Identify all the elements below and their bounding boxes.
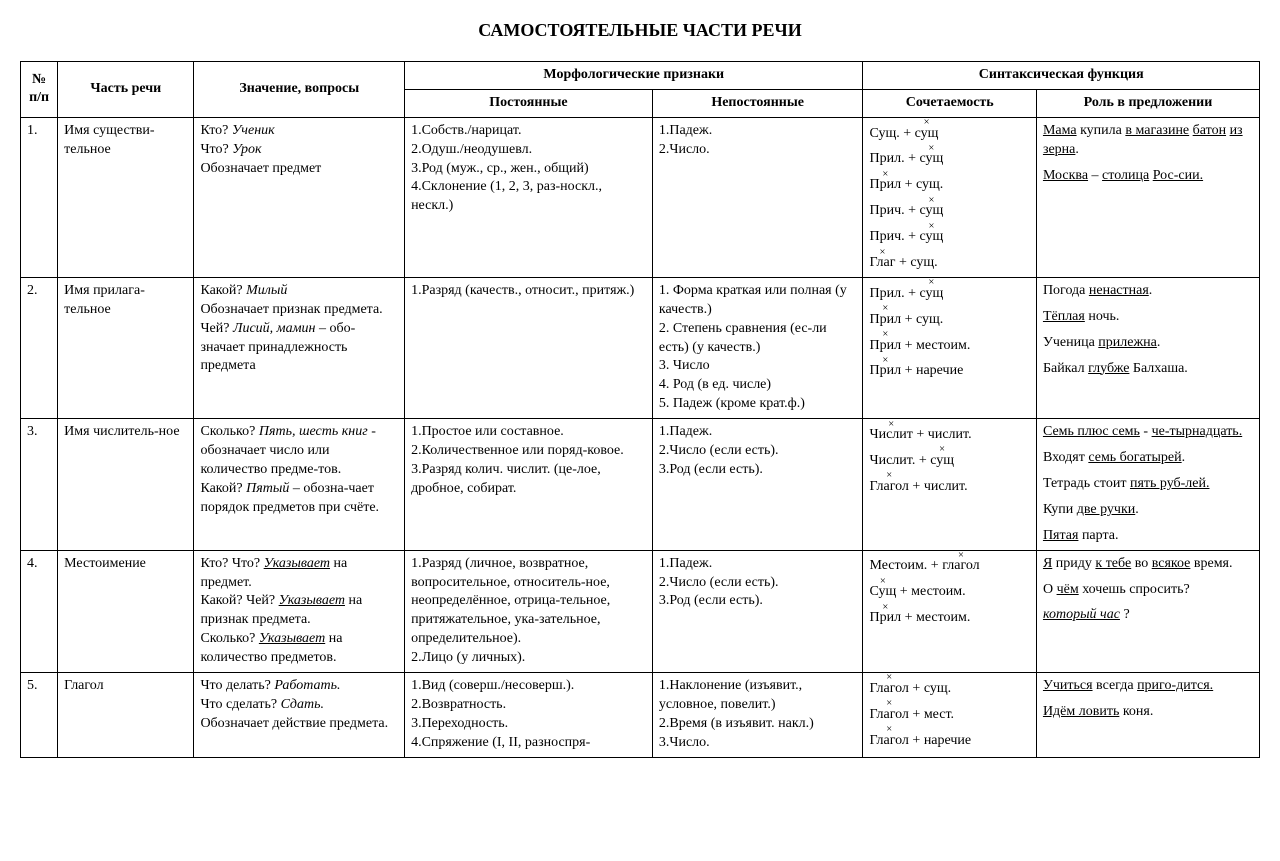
cell-variable: 1.Падеж.2.Число.: [652, 117, 863, 277]
header-part: Часть речи: [58, 62, 194, 118]
header-meaning: Значение, вопросы: [194, 62, 405, 118]
cell-permanent: 1.Простое или составное.2.Количественное…: [405, 419, 653, 550]
page-title: САМОСТОЯТЕЛЬНЫЕ ЧАСТИ РЕЧИ: [20, 20, 1260, 41]
cell-meaning: Сколько? Пять, шесть книг - обозначает ч…: [194, 419, 405, 550]
cell-variable: 1.Падеж.2.Число (если есть).3.Род (если …: [652, 419, 863, 550]
cell-role: Семь плюс семь - че-тырнадцать.Входят се…: [1036, 419, 1259, 550]
cell-role: Учиться всегда приго-дится.Идём ловить к…: [1036, 672, 1259, 757]
cell-part: Местоимение: [58, 550, 194, 672]
cell-num: 1.: [21, 117, 58, 277]
table-row: 2.Имя прилага-тельноеКакой? МилыйОбознач…: [21, 277, 1260, 418]
cell-part: Имя прилага-тельное: [58, 277, 194, 418]
cell-combinability: Глагол + сущ.Глагол + мест.Глагол + наре…: [863, 672, 1036, 757]
table-row: 5.ГлаголЧто делать? Работать.Что сделать…: [21, 672, 1260, 757]
cell-num: 2.: [21, 277, 58, 418]
table-row: 1.Имя существи-тельноеКто? УченикЧто? Ур…: [21, 117, 1260, 277]
cell-combinability: Прил. + сущПрил + сущ.Прил + местоим.При…: [863, 277, 1036, 418]
cell-part: Имя числитель-ное: [58, 419, 194, 550]
cell-meaning: Какой? МилыйОбозначает признак предмета.…: [194, 277, 405, 418]
cell-permanent: 1.Вид (соверш./несоверш.).2.Возвратность…: [405, 672, 653, 757]
cell-variable: 1. Форма краткая или полная (у качеств.)…: [652, 277, 863, 418]
table-row: 4.МестоимениеКто? Что? Указывает на пред…: [21, 550, 1260, 672]
header-role: Роль в предложении: [1036, 89, 1259, 117]
header-var: Непостоянные: [652, 89, 863, 117]
cell-meaning: Что делать? Работать.Что сделать? Сдать.…: [194, 672, 405, 757]
header-perm: Постоянные: [405, 89, 653, 117]
cell-part: Имя существи-тельное: [58, 117, 194, 277]
cell-permanent: 1.Собств./нарицат.2.Одуш./неодушевл.3.Ро…: [405, 117, 653, 277]
cell-combinability: Числит + числит.Числит. + сущГлагол + чи…: [863, 419, 1036, 550]
cell-combinability: Сущ. + сущПрил. + сущПрил + сущ.Прич. + …: [863, 117, 1036, 277]
header-num: № п/п: [21, 62, 58, 118]
cell-part: Глагол: [58, 672, 194, 757]
header-synt: Синтаксическая функция: [863, 62, 1260, 90]
cell-role: Я приду к тебе во всякое время.О чём хоч…: [1036, 550, 1259, 672]
header-comb: Сочетаемость: [863, 89, 1036, 117]
cell-combinability: Местоим. + глаголСущ + местоим.Прил + ме…: [863, 550, 1036, 672]
cell-meaning: Кто? УченикЧто? УрокОбозначает предмет: [194, 117, 405, 277]
cell-permanent: 1.Разряд (личное, возвратное, вопросител…: [405, 550, 653, 672]
cell-role: Мама купила в магазине батон из зерна.Мо…: [1036, 117, 1259, 277]
cell-permanent: 1.Разряд (качеств., относит., притяж.): [405, 277, 653, 418]
cell-meaning: Кто? Что? Указывает на предмет.Какой? Че…: [194, 550, 405, 672]
cell-num: 5.: [21, 672, 58, 757]
header-morph: Морфологические признаки: [405, 62, 863, 90]
cell-variable: 1.Падеж.2.Число (если есть).3.Род (если …: [652, 550, 863, 672]
cell-variable: 1.Наклонение (изъявит., условное, повели…: [652, 672, 863, 757]
cell-num: 4.: [21, 550, 58, 672]
cell-num: 3.: [21, 419, 58, 550]
parts-of-speech-table: № п/п Часть речи Значение, вопросы Морфо…: [20, 61, 1260, 758]
table-row: 3.Имя числитель-ноеСколько? Пять, шесть …: [21, 419, 1260, 550]
cell-role: Погода ненастная.Тёплая ночь.Ученица при…: [1036, 277, 1259, 418]
